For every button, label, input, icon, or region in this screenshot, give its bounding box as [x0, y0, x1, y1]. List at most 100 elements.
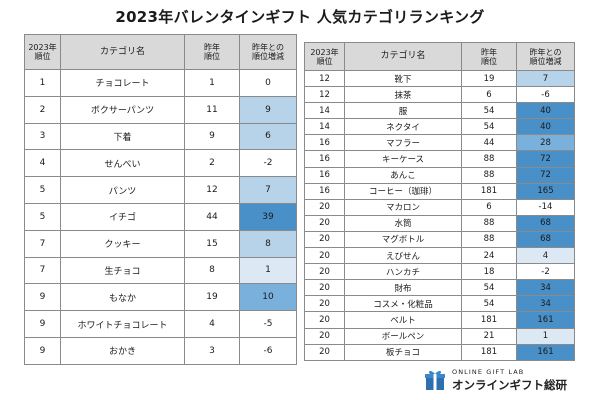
table-row: 20 水筒 88 68	[304, 214, 575, 232]
change-cell: 0	[239, 69, 297, 97]
category-header: カテゴリ名	[344, 42, 462, 71]
change-cell: 34	[516, 279, 575, 297]
prev-rank-cell: 88	[461, 230, 517, 249]
rank-cell: 16	[304, 182, 345, 200]
rank-cell: 20	[304, 311, 345, 329]
prev-rank-cell: 54	[461, 279, 517, 297]
rank-cell: 16	[304, 150, 345, 168]
category-header: カテゴリ名	[60, 34, 185, 70]
table-row: 20 ハンカチ 18 -2	[304, 263, 575, 281]
prev-rank-cell: 6	[461, 198, 517, 216]
prev-rank-cell: 181	[461, 311, 517, 329]
change-cell: 9	[239, 95, 297, 124]
category-cell: 板チョコ	[344, 343, 462, 361]
category-cell: ネクタイ	[344, 118, 462, 136]
category-cell: 抹茶	[344, 86, 462, 104]
table-row: 5 パンツ 12 7	[24, 176, 297, 204]
table-row: 20 板チョコ 181 161	[304, 343, 575, 361]
prev-rank-cell: 54	[461, 295, 517, 313]
table-row: 20 マグボトル 88 68	[304, 230, 575, 249]
change-cell: -6	[239, 336, 297, 365]
table-row: 9 ホワイトチョコレート 4 -5	[24, 310, 297, 338]
prev-rank-cell: 2	[184, 149, 240, 178]
rank-cell: 16	[304, 166, 345, 184]
category-cell: ホワイトチョコレート	[60, 310, 185, 338]
change-cell: 40	[516, 118, 575, 136]
category-cell: クッキー	[60, 229, 185, 258]
change-header: 昨年との 順位増減	[516, 42, 575, 71]
category-cell: ハンカチ	[344, 263, 462, 281]
page-title: 2023年バレンタインギフト 人気カテゴリランキング	[115, 8, 485, 26]
change-cell: 4	[516, 247, 575, 265]
rank-cell: 4	[24, 149, 61, 178]
change-cell: 1	[516, 327, 575, 345]
gift-box-icon	[425, 370, 445, 390]
prev-rank-cell: 19	[184, 283, 240, 312]
prev-rank-cell: 54	[461, 102, 517, 120]
category-cell: ボクサーパンツ	[60, 95, 185, 124]
change-cell: -2	[516, 263, 575, 281]
prev-rank-cell: 181	[461, 182, 517, 200]
rank-cell: 20	[304, 295, 345, 313]
brand-logo: ONLINE GIFT LAB オンラインギフト総研	[424, 368, 574, 392]
logo-name: オンラインギフト総研	[452, 378, 567, 392]
rank-header: 2023年 順位	[304, 42, 345, 71]
change-cell: 28	[516, 134, 575, 152]
category-cell: マフラー	[344, 134, 462, 152]
change-header: 昨年との 順位増減	[239, 34, 297, 70]
table-row: 14 ネクタイ 54 40	[304, 118, 575, 136]
rank-cell: 20	[304, 247, 345, 265]
category-cell: 服	[344, 102, 462, 120]
rank-cell: 20	[304, 279, 345, 297]
change-cell: 165	[516, 182, 575, 200]
prev-rank-header: 昨年 順位	[184, 34, 240, 70]
prev-rank-cell: 18	[461, 263, 517, 281]
rank-header: 2023年 順位	[24, 34, 61, 70]
change-cell: 72	[516, 166, 575, 184]
rank-cell: 12	[304, 86, 345, 104]
rank-cell: 20	[304, 343, 345, 361]
rank-cell: 7	[24, 229, 61, 258]
table-row: 20 ベルト 181 161	[304, 311, 575, 329]
prev-rank-cell: 19	[461, 69, 517, 88]
rank-cell: 20	[304, 198, 345, 216]
change-cell: 39	[239, 202, 297, 231]
change-cell: 7	[239, 176, 297, 204]
table-row: 16 あんこ 88 72	[304, 166, 575, 184]
category-cell: あんこ	[344, 166, 462, 184]
table-row: 4 せんべい 2 -2	[24, 149, 297, 178]
rank-cell: 9	[24, 336, 61, 365]
prev-rank-cell: 88	[461, 150, 517, 168]
prev-rank-cell: 181	[461, 343, 517, 361]
category-cell: マグボトル	[344, 230, 462, 249]
table-row: 20 ボールペン 21 1	[304, 327, 575, 345]
rank-cell: 2	[24, 95, 61, 124]
category-cell: チョコレート	[60, 69, 185, 97]
prev-rank-cell: 15	[184, 229, 240, 258]
change-cell: 72	[516, 150, 575, 168]
change-cell: 161	[516, 343, 575, 361]
rank-cell: 9	[24, 283, 61, 312]
prev-rank-cell: 11	[184, 95, 240, 124]
change-cell: 40	[516, 102, 575, 120]
change-cell: 7	[516, 69, 575, 88]
category-cell: コスメ・化粧品	[344, 295, 462, 313]
change-cell: -2	[239, 149, 297, 178]
rank-cell: 16	[304, 134, 345, 152]
change-cell: 68	[516, 230, 575, 249]
prev-rank-cell: 54	[461, 118, 517, 136]
rank-cell: 14	[304, 102, 345, 120]
rank-cell: 14	[304, 118, 345, 136]
table-header-row: 2023年 順位 カテゴリ名 昨年 順位 昨年との 順位増減	[24, 34, 297, 70]
table-row: 9 もなか 19 10	[24, 283, 297, 312]
rank-cell: 20	[304, 230, 345, 249]
category-cell: マカロン	[344, 198, 462, 216]
table-row: 12 抹茶 6 -6	[304, 86, 575, 104]
table-row: 16 キーケース 88 72	[304, 150, 575, 168]
category-cell: 生チョコ	[60, 256, 185, 285]
table-row: 16 マフラー 44 28	[304, 134, 575, 152]
ranking-table-right: 2023年 順位 カテゴリ名 昨年 順位 昨年との 順位増減 12 靴下 19 7 12 抹茶 6…	[304, 42, 575, 361]
rank-cell: 3	[24, 122, 61, 151]
category-cell: ボールペン	[344, 327, 462, 345]
category-cell: おかき	[60, 336, 185, 365]
